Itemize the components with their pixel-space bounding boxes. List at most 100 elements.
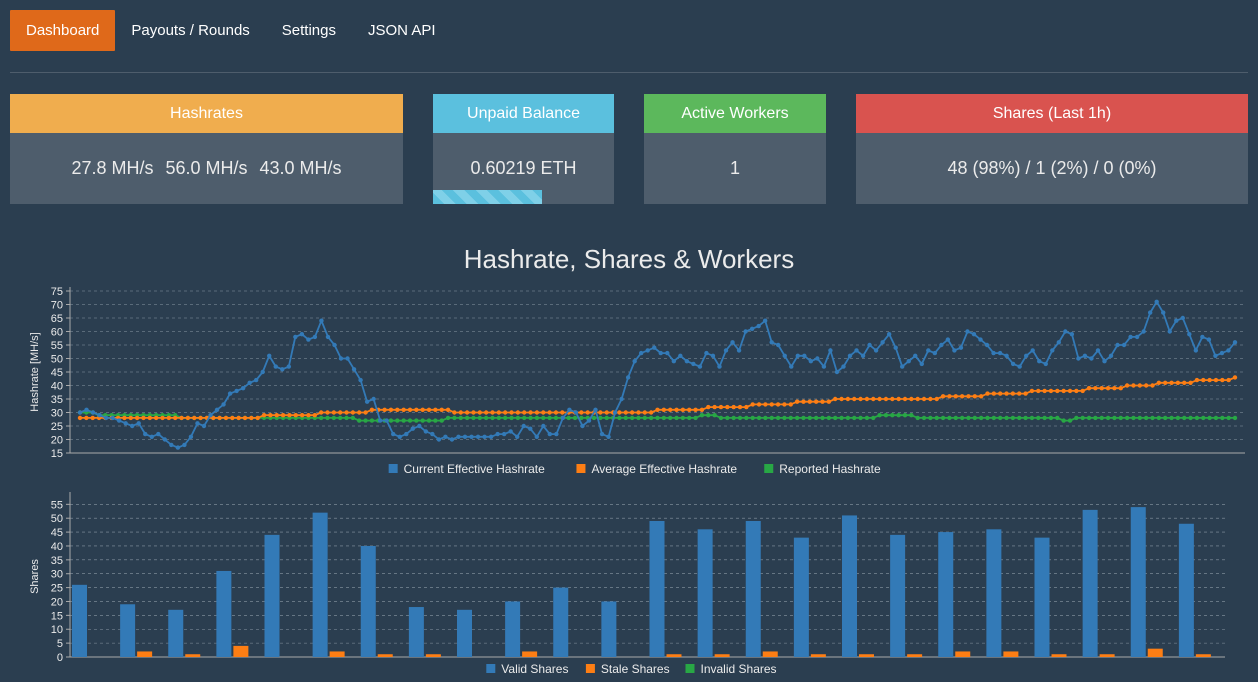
bar [72, 584, 87, 657]
data-point [642, 410, 648, 415]
data-point [769, 402, 774, 407]
y-tick-label: 50 [51, 513, 63, 525]
bar [890, 534, 906, 657]
data-point [490, 410, 495, 415]
y-tick-label: 25 [51, 583, 63, 595]
legend-label: Average Effective Hashrate [591, 462, 737, 476]
data-point [1017, 391, 1022, 396]
data-point [1004, 415, 1009, 421]
data-point [509, 415, 514, 421]
data-point [547, 415, 552, 421]
data-point [579, 410, 584, 415]
data-point [680, 407, 686, 412]
data-point [744, 415, 749, 421]
data-point [1042, 415, 1047, 421]
data-point [1017, 364, 1022, 369]
data-point [261, 413, 267, 418]
data-point [813, 415, 819, 421]
bar [1147, 648, 1163, 657]
data-point [273, 364, 278, 369]
shares-card: Shares (Last 1h) 48 (98%) / 1 (2%) / 0 (… [856, 94, 1248, 204]
data-point [471, 410, 476, 415]
bar [233, 645, 249, 657]
data-point [756, 415, 762, 421]
data-point [534, 415, 540, 421]
data-point [788, 402, 793, 407]
data-point [439, 407, 444, 412]
data-point [932, 350, 938, 356]
data-point [553, 415, 559, 421]
data-point [871, 415, 876, 421]
data-point [541, 423, 546, 429]
data-point [900, 364, 905, 369]
data-point [736, 348, 742, 353]
data-point [648, 410, 654, 415]
data-point [883, 396, 889, 402]
data-point [414, 407, 419, 412]
nav-settings[interactable]: Settings [281, 22, 336, 39]
data-point [236, 415, 241, 421]
legend-label: Invalid Shares [701, 662, 777, 676]
data-point [1080, 415, 1085, 421]
data-point [391, 431, 396, 437]
payout-progress-bar [433, 190, 614, 204]
nav-payouts-rounds[interactable]: Payouts / Rounds [131, 22, 250, 39]
nav-json-api[interactable]: JSON API [368, 22, 436, 39]
data-point [693, 415, 698, 421]
bar [955, 651, 971, 657]
bar [1195, 654, 1211, 657]
data-point [642, 415, 648, 421]
data-point [591, 415, 597, 421]
data-point [439, 418, 444, 423]
data-point [890, 396, 895, 402]
y-tick-label: 45 [51, 367, 63, 379]
data-point [160, 415, 165, 421]
bar [649, 520, 665, 657]
data-point [306, 413, 311, 418]
data-point [192, 415, 197, 421]
data-point [947, 415, 952, 421]
data-point [1156, 415, 1162, 421]
data-point [1023, 391, 1028, 396]
legend-label: Valid Shares [501, 662, 568, 676]
shares-card-value: 48 (98%) / 1 (2%) / 0 (0%) [947, 158, 1157, 178]
data-point [172, 415, 178, 421]
data-point [1207, 415, 1212, 421]
legend-swatch [685, 664, 695, 673]
data-point [217, 415, 222, 421]
data-point [997, 415, 1003, 421]
data-point [1036, 415, 1041, 421]
data-point [1169, 380, 1174, 385]
data-point [1037, 359, 1042, 364]
data-point [331, 410, 337, 415]
data-point [1105, 415, 1111, 421]
data-point [528, 426, 533, 431]
data-point [1137, 383, 1143, 388]
data-point [182, 442, 187, 448]
active-workers-value: 1 [729, 158, 740, 178]
data-point [580, 423, 585, 429]
legend-swatch [486, 664, 496, 673]
nav-dashboard[interactable]: Dashboard [10, 10, 116, 51]
data-point [769, 415, 774, 421]
data-point [240, 386, 246, 391]
data-point [179, 415, 184, 421]
bar [168, 609, 184, 657]
bar [505, 601, 521, 657]
data-point [357, 418, 362, 423]
data-point [462, 434, 468, 439]
y-tick-label: 65 [51, 313, 63, 325]
data-point [84, 407, 89, 412]
data-point [684, 359, 690, 364]
data-point [572, 415, 578, 421]
data-point [953, 394, 958, 399]
data-point [1042, 388, 1047, 394]
data-point [579, 415, 584, 421]
data-point [153, 415, 159, 421]
data-point [972, 415, 978, 421]
data-point [623, 410, 628, 415]
nav-divider [10, 72, 1248, 73]
data-point [763, 402, 768, 407]
data-point [1161, 310, 1166, 315]
